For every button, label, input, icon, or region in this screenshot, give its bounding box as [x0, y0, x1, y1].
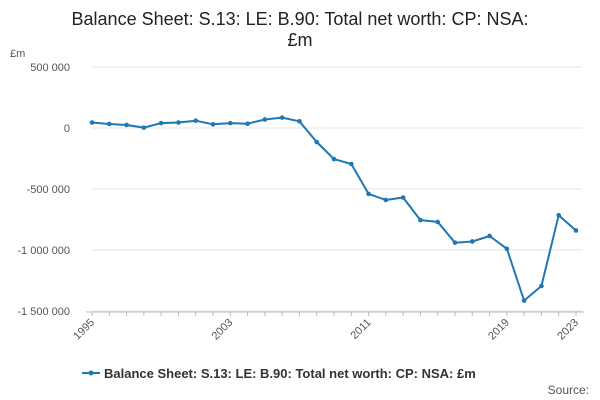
data-point — [106, 121, 112, 127]
chart-title-line-1: Balance Sheet: S.13: LE: B.90: Total net… — [72, 9, 529, 29]
plot-area — [89, 115, 579, 303]
y-tick-label: 500 000 — [30, 62, 70, 74]
data-point — [176, 120, 181, 125]
chart-title-line-2: £m — [287, 30, 312, 50]
data-point — [366, 191, 371, 197]
x-tick-label: 2019 — [486, 317, 512, 343]
x-tick-label: 2003 — [210, 317, 236, 343]
series-line — [91, 116, 577, 302]
data-point — [469, 239, 475, 244]
y-tick-label: -1 500 000 — [17, 306, 70, 318]
y-axis-unit-label: £m — [10, 48, 25, 60]
data-point — [227, 120, 233, 126]
legend: Balance Sheet: S.13: LE: B.90: Total net… — [82, 366, 476, 381]
data-point — [279, 115, 285, 120]
y-tick-label: 0 — [64, 123, 70, 135]
data-point — [314, 139, 320, 145]
data-point — [297, 118, 302, 124]
data-point — [400, 195, 406, 200]
data-point — [556, 212, 562, 218]
data-point — [124, 122, 129, 128]
data-point — [245, 121, 250, 127]
data-point — [89, 120, 95, 125]
data-point — [210, 122, 216, 127]
legend-series-label: Balance Sheet: S.13: LE: B.90: Total net… — [104, 366, 476, 381]
legend-series-marker — [88, 370, 94, 376]
data-point — [383, 197, 389, 203]
y-tick-label: -1 000 000 — [17, 245, 70, 257]
data-point — [193, 118, 199, 123]
gridlines — [92, 66, 582, 312]
y-tick-label: -500 000 — [27, 184, 70, 196]
y-axis-ticks: 500 000 0 -500 000 -1 000 000 -1 500 000 — [17, 62, 70, 318]
data-point — [262, 117, 268, 122]
data-point — [521, 298, 527, 303]
data-point — [418, 217, 423, 223]
data-point — [435, 219, 441, 225]
data-point — [539, 283, 544, 289]
data-point — [141, 125, 147, 130]
x-axis: 1995 2003 2011 2019 2023 — [71, 311, 584, 343]
data-point — [573, 228, 579, 233]
data-point — [331, 156, 337, 162]
source-label: Source: — [548, 383, 589, 397]
data-point — [348, 161, 354, 167]
data-point — [452, 240, 458, 245]
data-point — [504, 246, 510, 252]
x-tick-label: 1995 — [71, 317, 97, 343]
x-tick-label: 2011 — [348, 317, 373, 342]
data-point — [158, 120, 164, 126]
x-tick-label: 2023 — [555, 317, 581, 343]
data-point — [487, 233, 492, 239]
